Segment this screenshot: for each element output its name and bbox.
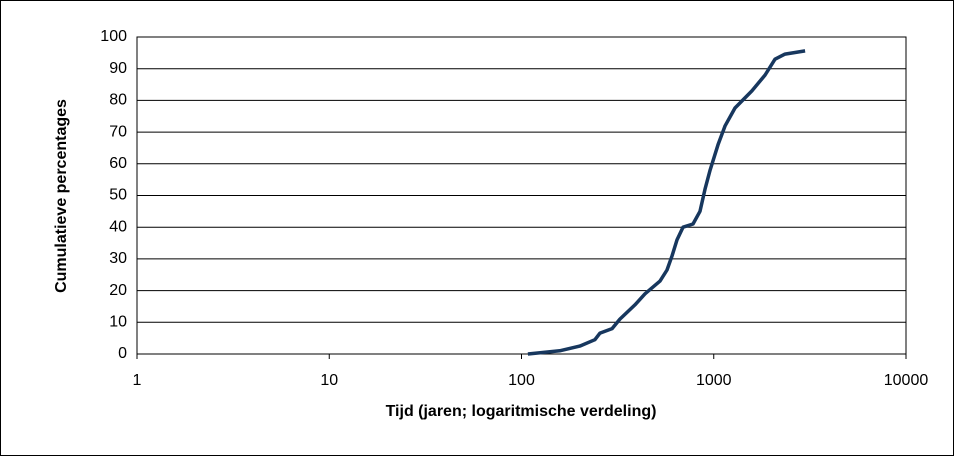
y-tick-label: 0 bbox=[118, 345, 127, 362]
y-tick-label: 40 bbox=[109, 218, 127, 235]
y-tick-label: 100 bbox=[100, 28, 127, 45]
data-line bbox=[527, 49, 806, 356]
y-tick-label: 70 bbox=[109, 123, 127, 140]
y-tick-label: 50 bbox=[109, 187, 127, 204]
x-tick-label: 1 bbox=[133, 372, 142, 389]
y-tick-label: 60 bbox=[109, 155, 127, 172]
y-tick-label: 90 bbox=[109, 60, 127, 77]
x-tick-label: 100 bbox=[508, 372, 535, 389]
y-axis-title: Cumulatieve percentages bbox=[53, 99, 70, 293]
y-tick-label: 10 bbox=[109, 314, 127, 331]
x-tick-label: 1000 bbox=[696, 372, 732, 389]
y-tick-label: 20 bbox=[109, 282, 127, 299]
x-tick-label: 10000 bbox=[884, 372, 929, 389]
x-axis-title: Tijd (jaren; logaritmische verdeling) bbox=[386, 403, 657, 420]
x-tick-label: 10 bbox=[320, 372, 338, 389]
y-tick-label: 80 bbox=[109, 92, 127, 109]
y-tick-label: 30 bbox=[109, 250, 127, 267]
